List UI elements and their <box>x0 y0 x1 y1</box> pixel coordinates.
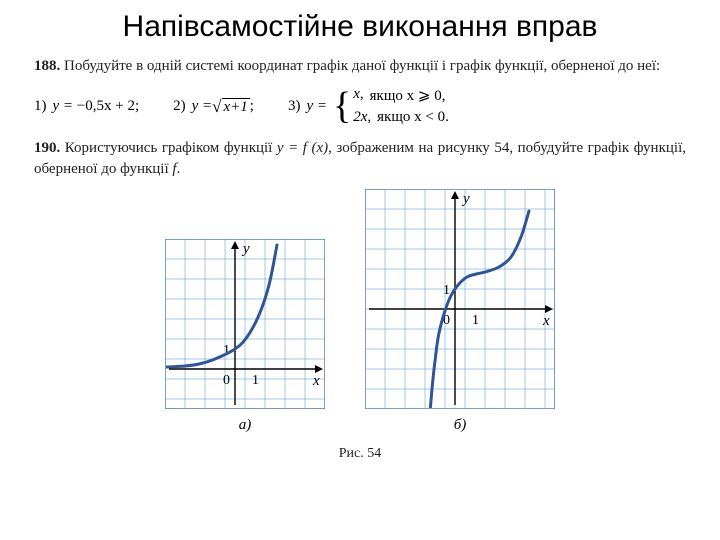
figure-a: xy011 а) <box>165 239 325 434</box>
figure-b: xy011 б) <box>365 189 555 434</box>
case-1: x, якщо x ⩾ 0, <box>353 86 449 105</box>
piecewise: { x, якщо x ⩾ 0, 2x, якщо x < 0. <box>333 86 449 126</box>
figure-a-label: а) <box>239 417 252 434</box>
formula-1-rhs: −0,5x + 2; <box>77 98 139 114</box>
svg-text:y: y <box>241 241 250 257</box>
svg-text:x: x <box>312 373 320 389</box>
problem-190-text: 190. Користуючись графіком функції y = f… <box>34 138 686 179</box>
case-1-expr: x, <box>353 86 363 105</box>
formula-2-num: 2) <box>173 98 186 115</box>
piecewise-cases: x, якщо x ⩾ 0, 2x, якщо x < 0. <box>353 86 449 126</box>
formula-1-lhs: y = <box>53 98 77 114</box>
formula-3-num: 3) <box>288 98 301 115</box>
formula-1: 1) y = −0,5x + 2; <box>34 98 139 115</box>
problem-190-c: . <box>177 161 181 177</box>
formula-2-tail: ; <box>250 98 254 115</box>
svg-text:y: y <box>461 191 470 207</box>
problem-190: 190. Користуючись графіком функції y = f… <box>0 138 720 179</box>
problem-188-num: 188. <box>34 58 60 74</box>
problem-188-text: 188. Побудуйте в одній системі координат… <box>34 56 686 76</box>
figure-caption: Рис. 54 <box>0 446 720 462</box>
case-2-expr: 2x, <box>353 109 371 126</box>
figure-b-label: б) <box>454 417 467 434</box>
problem-188-body: Побудуйте в одній системі координат граф… <box>64 58 660 74</box>
case-2: 2x, якщо x < 0. <box>353 109 449 126</box>
problem-190-fn: y = f (x) <box>277 140 328 156</box>
problem-190-a: Користуючись графіком функції <box>65 140 277 156</box>
formula-2-expr: y = √ x+1 ; <box>192 98 254 116</box>
formula-2-arg: x+1 <box>222 98 250 116</box>
formula-2: 2) y = √ x+1 ; <box>173 98 254 116</box>
case-1-cond: якщо x ⩾ 0, <box>370 86 446 105</box>
formula-1-num: 1) <box>34 98 47 115</box>
formula-1-expr: y = −0,5x + 2; <box>53 98 140 115</box>
sqrt-icon: √ x+1 <box>212 98 250 116</box>
chart-a: xy011 <box>165 239 325 409</box>
formula-3: 3) y = { x, якщо x ⩾ 0, 2x, якщо x < 0. <box>288 86 449 126</box>
svg-text:1: 1 <box>443 283 450 298</box>
case-2-cond: якщо x < 0. <box>377 109 449 126</box>
page-title: Напівсамостійне виконання вправ <box>0 0 720 50</box>
formula-3-lhs: y = <box>306 98 327 115</box>
svg-text:1: 1 <box>472 313 479 328</box>
formula-2-lhs: y = <box>192 98 213 115</box>
brace-icon: { <box>333 91 351 121</box>
svg-text:0: 0 <box>223 373 230 388</box>
formulas-row: 1) y = −0,5x + 2; 2) y = √ x+1 ; 3) y = … <box>0 76 720 130</box>
svg-text:x: x <box>542 313 550 329</box>
radical-icon: √ <box>212 98 221 115</box>
problem-188: 188. Побудуйте в одній системі координат… <box>0 56 720 76</box>
svg-text:1: 1 <box>252 373 259 388</box>
figures-row: xy011 а) xy011 б) <box>0 189 720 434</box>
problem-190-num: 190. <box>34 140 60 156</box>
chart-b: xy011 <box>365 189 555 409</box>
